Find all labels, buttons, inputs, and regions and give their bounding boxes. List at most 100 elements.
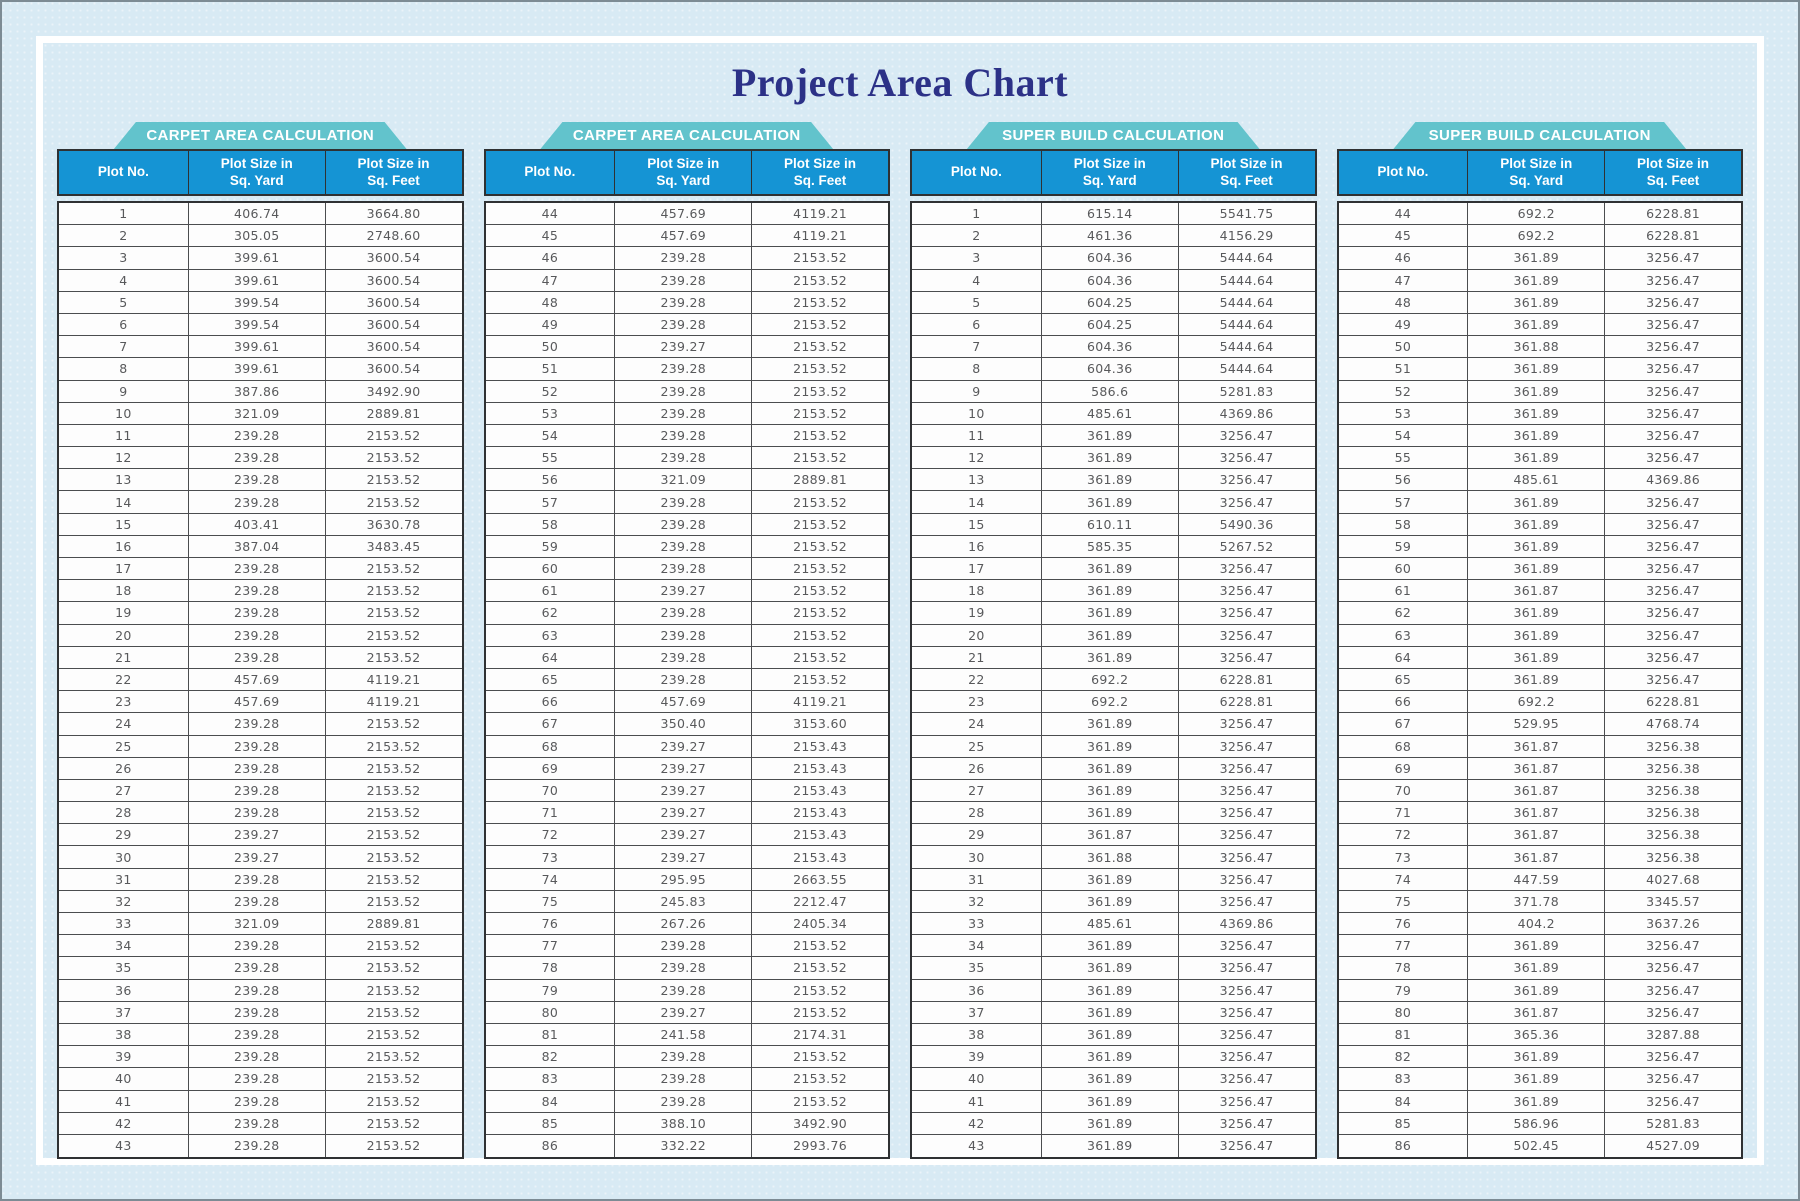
table-cell: 387.86 [187, 380, 325, 402]
table-cell: 15 [968, 516, 985, 532]
table-cell: 68 [1394, 738, 1412, 754]
table-cell: 3256.47 [1177, 558, 1315, 580]
table-row: 1 406.74 3664.80 [59, 203, 462, 226]
table-row: 75 371.78 3345.57 [1338, 890, 1741, 913]
table-row: 76 267.26 2405.34 [485, 913, 888, 936]
table-cell: 239.28 [614, 1046, 751, 1068]
table-cell: 2153.52 [324, 580, 462, 602]
table-cell: 239.28 [187, 802, 325, 824]
table-cell: 3256.47 [1177, 1068, 1315, 1090]
table-row: 12 239.28 2153.52 [59, 447, 462, 470]
table-row: 37 239.28 2153.52 [59, 1001, 462, 1024]
table-row: 74 447.59 4027.68 [1338, 868, 1741, 891]
table-cell: 585.35 [1040, 535, 1178, 557]
table-row: 38 239.28 2153.52 [59, 1023, 462, 1047]
table-cell: 361.89 [1040, 491, 1178, 513]
table-row: 28 361.89 3256.47 [912, 802, 1315, 825]
table-cell: 61 [541, 583, 559, 599]
table-cell: 58 [541, 516, 559, 532]
table-cell: 1 [972, 206, 981, 222]
table-cell: 3256.47 [1177, 713, 1315, 735]
table-row: 67 529.95 4768.74 [1338, 713, 1741, 736]
table-cell: 3256.47 [1604, 1046, 1741, 1068]
table-cell: 3483.45 [324, 535, 462, 557]
table-cell: 3256.47 [1177, 646, 1315, 668]
table-row: 7 604.36 5444.64 [912, 336, 1315, 359]
table-cell: 615.14 [1040, 203, 1178, 225]
table-cell: 2153.52 [324, 447, 462, 469]
table-cell: 350.40 [614, 713, 751, 735]
banner-label: CARPET AREA CALCULATION [572, 127, 801, 144]
table-cell: 2153.52 [751, 358, 888, 380]
table-cell: 361.89 [1040, 979, 1178, 1001]
table-row: 34 361.89 3256.47 [912, 935, 1315, 958]
table-cell: 3256.47 [1177, 447, 1315, 469]
table-cell: 43 [115, 1138, 132, 1154]
table-cell: 4119.21 [751, 203, 888, 225]
table-cell: 4119.21 [751, 225, 888, 247]
table-cell: 239.27 [614, 1001, 751, 1023]
table-cell: 15 [115, 516, 132, 532]
table-row: 48 239.28 2153.52 [485, 291, 888, 314]
table-cell: 2153.43 [751, 824, 888, 846]
table-cell: 7 [972, 339, 981, 355]
table-cell: 361.87 [1467, 824, 1604, 846]
table-cell: 22 [968, 672, 985, 688]
table-cell: 3256.47 [1604, 602, 1741, 624]
table-row: 36 239.28 2153.52 [59, 979, 462, 1002]
table-row: 69 239.27 2153.43 [485, 757, 888, 780]
table-cell: 239.28 [187, 491, 325, 513]
table-body: 1 615.14 5541.75 2 461.36 4156.29 3 604.36 5444.… [910, 201, 1317, 1160]
table-cell: 2174.31 [751, 1023, 888, 1046]
table-cell: 3256.47 [1604, 558, 1741, 580]
table-row: 58 239.28 2153.52 [485, 513, 888, 536]
table-cell: 25 [115, 738, 132, 754]
table-cell: 361.89 [1040, 1134, 1178, 1158]
table-row: 3 399.61 3600.54 [59, 247, 462, 270]
table-cell: 3630.78 [324, 513, 462, 535]
table-cell: 79 [1394, 982, 1412, 998]
table-cell: 71 [1394, 805, 1412, 821]
table-cell: 49 [541, 317, 559, 333]
table-row: 84 239.28 2153.52 [485, 1090, 888, 1113]
table-cell: 2153.52 [324, 624, 462, 646]
table-row: 26 239.28 2153.52 [59, 757, 462, 780]
table-cell: 3256.47 [1604, 580, 1741, 602]
table-cell: 2153.52 [324, 469, 462, 491]
table-cell: 41 [968, 1093, 985, 1109]
table-cell: 75 [541, 893, 559, 909]
table-cell: 2153.52 [324, 824, 462, 846]
table-cell: 586.6 [1040, 380, 1178, 402]
table-cell: 3256.47 [1177, 824, 1315, 846]
table-cell: 60 [1394, 561, 1412, 577]
table-row: 52 361.89 3256.47 [1338, 380, 1741, 403]
table-cell: 67 [1394, 716, 1412, 732]
table-cell: 2153.52 [751, 535, 888, 557]
table-cell: 50 [541, 339, 559, 355]
table-banner: CARPET AREA CALCULATION [540, 122, 833, 149]
table-cell: 305.05 [187, 225, 325, 247]
table-group-carpet-1-43: CARPET AREA CALCULATION Plot No. Plot Si… [57, 122, 464, 1160]
table-row: 23 692.2 6228.81 [912, 691, 1315, 714]
page-title: Project Area Chart [731, 60, 1069, 105]
table-row: 70 361.87 3256.38 [1338, 779, 1741, 803]
table-cell: 361.89 [1040, 1112, 1178, 1134]
table-row: 15 610.11 5490.36 [912, 513, 1315, 536]
table-cell: 3492.90 [324, 380, 462, 402]
table-cell: 3256.47 [1177, 424, 1315, 447]
table-cell: 2889.81 [751, 469, 888, 491]
column-header-plot-no: Plot No. [1377, 164, 1429, 180]
table-cell: 3256.47 [1604, 291, 1741, 313]
table-cell: 2153.52 [751, 513, 888, 535]
table-cell: 22 [115, 672, 132, 688]
table-body: 44 457.69 4119.21 45 457.69 4119.21 46 239.28 21… [483, 201, 890, 1160]
table-row: 51 361.89 3256.47 [1338, 358, 1741, 381]
table-cell: 39 [968, 1049, 985, 1065]
table-row: 8 604.36 5444.64 [912, 358, 1315, 381]
table-cell: 4119.21 [751, 691, 888, 713]
table-cell: 7 [119, 339, 128, 355]
table-cell: 3256.47 [1604, 646, 1741, 668]
table-row: 65 239.28 2153.52 [485, 668, 888, 692]
table-cell: 457.69 [187, 668, 325, 691]
white-frame: Project Area Chart CARPET AREA CALCULATI… [36, 36, 1764, 1165]
